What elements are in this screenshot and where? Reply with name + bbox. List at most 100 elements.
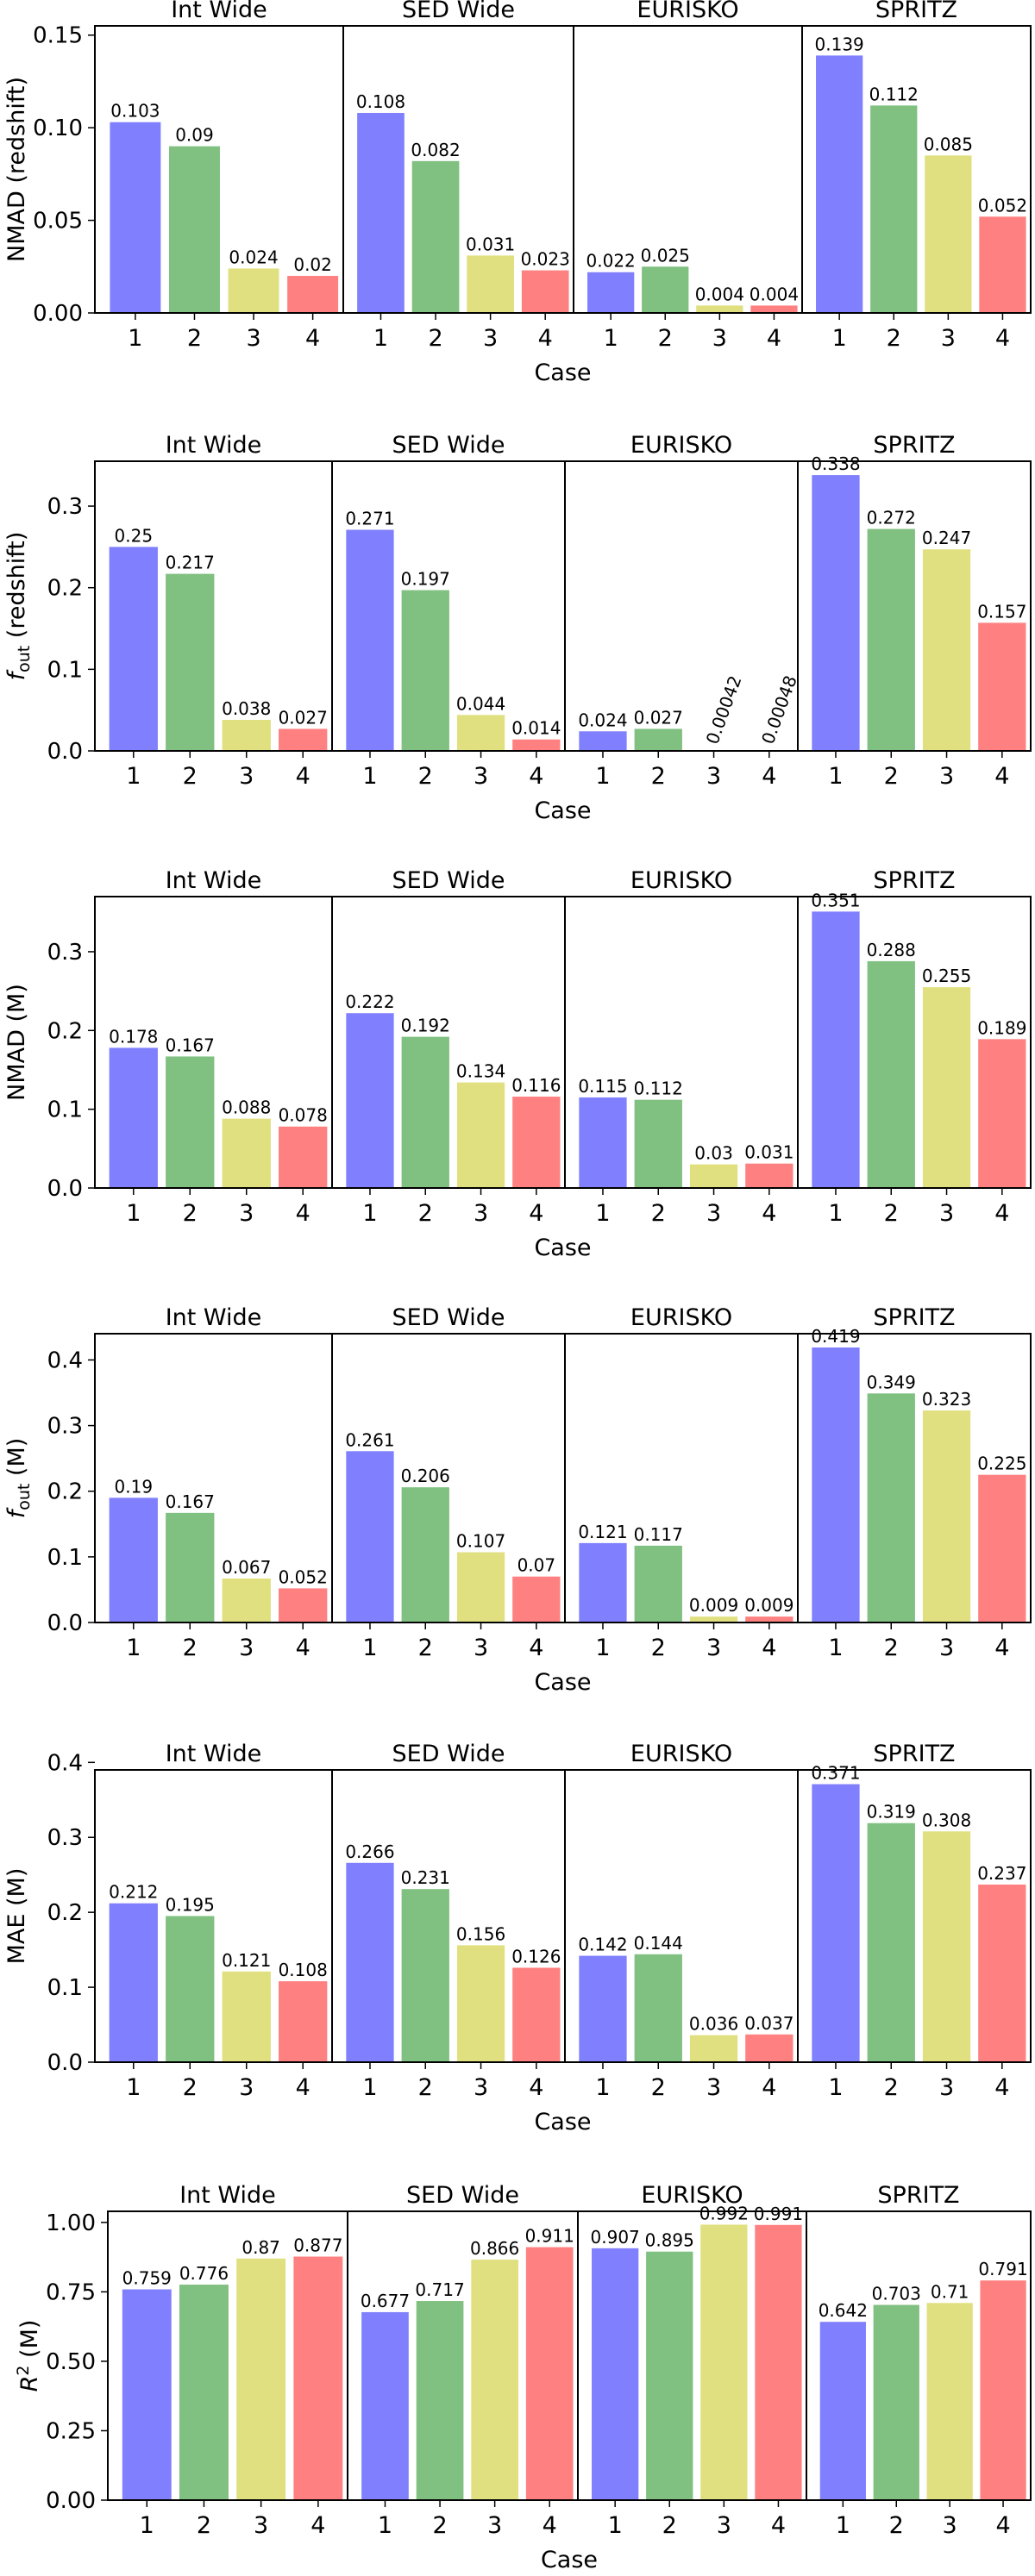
- x-tick-label: 1: [604, 325, 618, 352]
- x-axis-label: Case: [534, 1235, 591, 1261]
- bar: [750, 305, 797, 313]
- bar: [346, 1863, 393, 2062]
- bar: [635, 1100, 682, 1188]
- bar: [755, 2225, 801, 2500]
- x-tick-label: 4: [995, 325, 1010, 352]
- bar: [223, 1119, 271, 1188]
- bar: [587, 272, 634, 313]
- data-label: 0.02: [293, 254, 332, 275]
- bar: [579, 731, 626, 751]
- x-tick-label: 4: [543, 2512, 557, 2539]
- bar: [110, 1047, 158, 1188]
- y-tick-label: 0.3: [47, 1825, 83, 1851]
- x-tick-label: 3: [474, 763, 488, 790]
- x-axis-label: Case: [534, 797, 591, 824]
- bar: [635, 728, 682, 751]
- data-label: 0.991: [754, 2204, 803, 2224]
- data-label: 0.103: [110, 101, 160, 122]
- data-label: 0.108: [356, 91, 405, 112]
- data-label: 0.992: [699, 2203, 749, 2223]
- bar: [166, 1513, 214, 1623]
- data-label: 0.031: [466, 234, 515, 254]
- bar: [700, 2224, 747, 2500]
- bar: [927, 2303, 973, 2500]
- bar: [579, 1097, 626, 1188]
- group-title: SPRITZ: [873, 1304, 955, 1331]
- data-label: 0.082: [411, 140, 460, 160]
- x-tick-label: 3: [712, 325, 727, 352]
- data-label: 0.225: [977, 1454, 1026, 1474]
- bar: [293, 2257, 342, 2500]
- bar: [925, 155, 971, 313]
- y-tick-label: 0.50: [46, 2349, 96, 2375]
- y-tick-label: 0.0: [47, 739, 83, 765]
- x-tick-label: 4: [994, 2074, 1009, 2101]
- data-label: 0.222: [345, 991, 394, 1012]
- y-tick-label: 0.00: [46, 2488, 96, 2514]
- x-tick-label: 1: [828, 2074, 843, 2101]
- data-label: 0.371: [811, 1763, 860, 1784]
- bar: [978, 1475, 1026, 1623]
- bar: [690, 1165, 737, 1188]
- data-label: 0.87: [242, 2237, 280, 2258]
- x-tick-label: 4: [762, 2074, 776, 2101]
- x-tick-label: 3: [939, 1200, 954, 1227]
- x-tick-label: 3: [706, 763, 721, 790]
- data-label: 0.00042: [702, 672, 746, 747]
- group-title: SPRITZ: [873, 432, 955, 459]
- x-tick-label: 2: [889, 2512, 904, 2539]
- data-label: 0.078: [279, 1105, 328, 1126]
- data-label: 0.134: [456, 1061, 505, 1082]
- bar: [642, 266, 688, 313]
- x-tick-label: 2: [884, 1635, 899, 1661]
- y-tick-label: 0.3: [47, 494, 83, 520]
- bar: [816, 55, 862, 313]
- x-tick-label: 4: [767, 325, 781, 352]
- x-tick-label: 1: [595, 2074, 610, 2101]
- data-label: 0.178: [109, 1026, 158, 1047]
- bar: [357, 113, 405, 313]
- data-label: 0.112: [869, 84, 919, 104]
- bar: [346, 1013, 393, 1188]
- x-tick-label: 4: [529, 2074, 543, 2101]
- bar: [110, 547, 158, 751]
- data-label: 0.866: [470, 2238, 519, 2259]
- bar: [402, 591, 449, 751]
- data-label: 0.044: [456, 693, 505, 714]
- x-tick-label: 3: [254, 2512, 268, 2539]
- bar: [236, 2259, 285, 2500]
- bar: [287, 276, 338, 313]
- bar: [690, 2035, 737, 2062]
- group-title: EURISKO: [630, 432, 732, 459]
- bar: [110, 1497, 158, 1623]
- bar: [812, 475, 859, 751]
- group-title: Int Wide: [166, 867, 262, 894]
- bar: [279, 1588, 327, 1623]
- data-label: 0.197: [401, 569, 450, 590]
- group-title: EURISKO: [630, 867, 732, 894]
- x-tick-label: 3: [483, 325, 498, 352]
- group-title: EURISKO: [630, 1741, 732, 1767]
- x-tick-label: 4: [994, 1200, 1009, 1227]
- x-tick-label: 3: [717, 2512, 731, 2539]
- x-tick-label: 1: [362, 1635, 377, 1661]
- data-label: 0.037: [744, 2013, 794, 2034]
- data-label: 0.112: [634, 1079, 683, 1099]
- y-tick-label: 0.0: [47, 1610, 83, 1636]
- x-axis-label: Case: [534, 2109, 591, 2135]
- x-tick-label: 1: [126, 1635, 141, 1661]
- data-label: 0.03: [694, 1143, 733, 1164]
- bar: [402, 1037, 449, 1188]
- data-label: 0.776: [179, 2263, 229, 2284]
- x-tick-label: 4: [296, 1635, 310, 1661]
- x-tick-label: 1: [373, 325, 388, 352]
- x-tick-label: 3: [474, 2074, 488, 2101]
- x-tick-label: 2: [651, 2074, 666, 2101]
- y-tick-label: 0.1: [47, 1975, 83, 2001]
- y-tick-label: 0.3: [47, 1414, 83, 1440]
- data-label: 0.192: [401, 1016, 450, 1036]
- bar: [690, 1616, 737, 1623]
